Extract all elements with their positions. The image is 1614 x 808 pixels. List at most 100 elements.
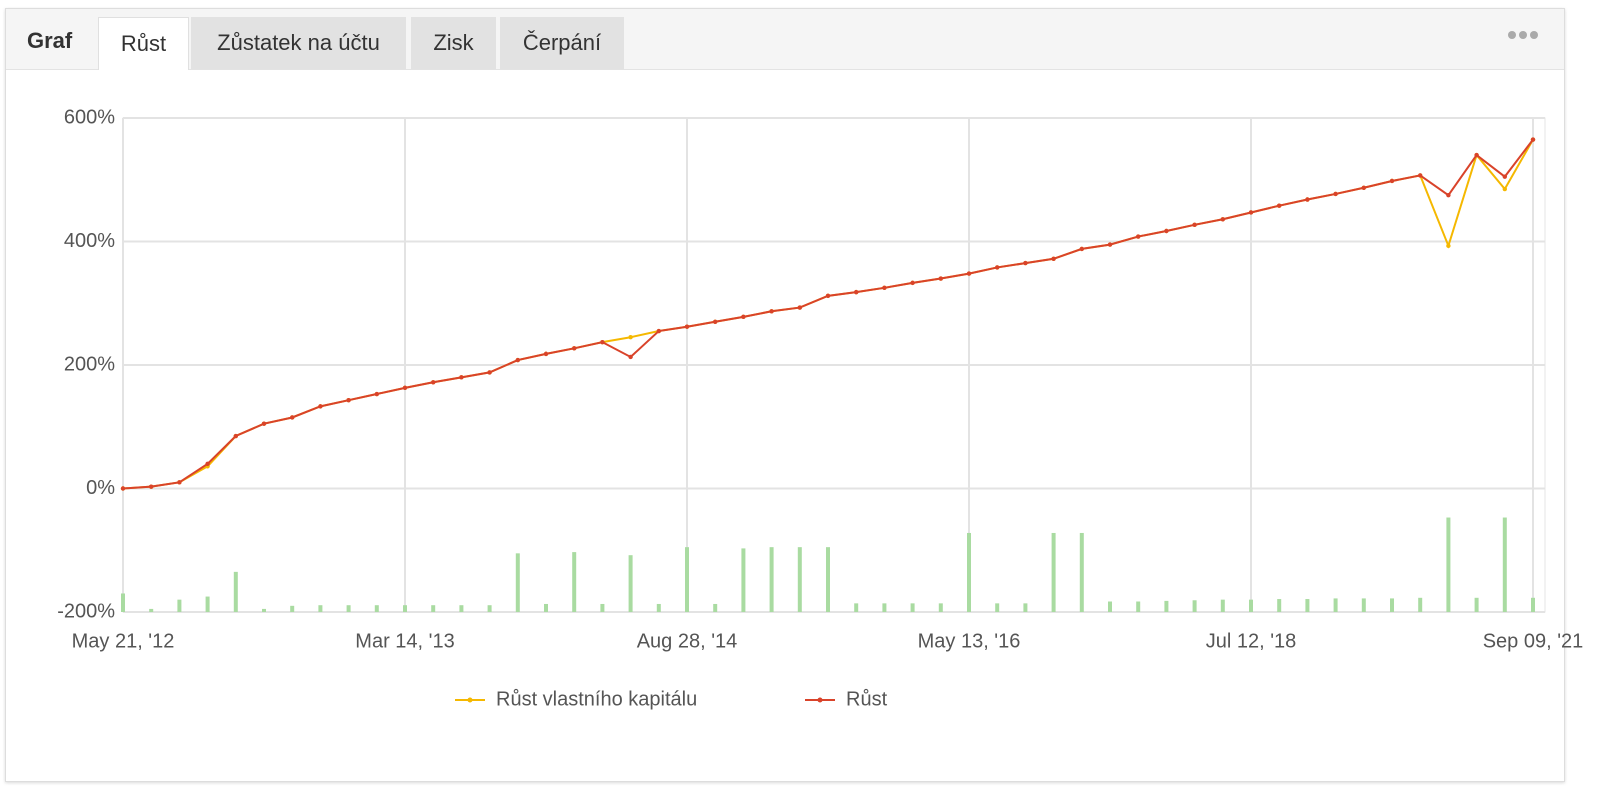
point [1023,260,1028,266]
x-tick-label: Mar 14, '13 [355,630,454,652]
point [1079,246,1085,252]
point [656,328,661,334]
bar [149,608,154,612]
bar [487,605,492,612]
bar [1277,599,1282,612]
x-tick-label: May 13, '16 [918,630,1021,652]
bar [1446,517,1451,612]
point [120,486,126,491]
point [572,346,577,351]
line [122,139,1534,490]
bar [515,553,520,612]
bar [1502,517,1507,612]
y-tick-label: 400% [64,230,115,252]
bar [910,603,915,612]
point [1530,137,1536,142]
point [1361,185,1367,190]
bar [205,596,210,612]
point [459,375,464,380]
point [628,335,633,340]
menu-icon[interactable] [1508,31,1538,39]
point [374,391,379,397]
bar [374,605,379,612]
legend-marker [817,697,823,703]
bar [685,547,689,612]
tab[interactable]: Zisk [411,17,496,69]
bar [403,605,407,612]
point [1164,228,1169,234]
bar [290,605,295,612]
point [346,397,351,403]
bar [346,605,351,612]
point [290,415,295,420]
bar [797,547,802,612]
y-tick-label: -200% [57,600,115,622]
bar [459,605,464,612]
point [233,433,238,439]
bar [1051,532,1056,612]
bar [938,603,943,612]
point [1446,243,1451,249]
legend-label: Růst [846,688,888,710]
bar [1333,598,1338,612]
tab[interactable]: Růst [98,17,189,70]
bar [882,603,887,612]
chart-card: Graf Růst Zůstatek na účtu Zisk Čerpání [5,8,1565,782]
point [684,324,690,329]
bar [1108,601,1112,612]
bar [572,552,577,612]
legend-label: Růst vlastního kapitálu [496,688,697,710]
y-tick-label: 600% [64,106,115,128]
bar [1531,597,1535,612]
point [1051,256,1056,261]
bar [769,547,774,612]
point [543,351,549,357]
bar [600,603,605,612]
bar [233,571,238,612]
tab[interactable]: Zůstatek na účtu [191,17,406,69]
point [1192,222,1197,228]
bar [431,605,436,612]
tabs-label: Graf [27,28,73,53]
point [1389,178,1395,184]
bar [854,603,859,612]
bar [1305,599,1310,612]
point [1446,192,1451,198]
tab-bar: Graf Růst Zůstatek na účtu Zisk Čerpání [6,9,1564,70]
bar [1361,598,1366,612]
point [854,289,859,295]
point [261,421,267,426]
bar [177,599,182,612]
tab[interactable]: Čerpání [500,17,624,69]
x-tick-label: Sep 09, '21 [1483,630,1584,652]
point [1220,217,1226,222]
point [825,293,831,299]
bar [826,547,830,612]
point [628,354,633,360]
point [995,265,1000,270]
point [1502,186,1508,192]
point [1502,174,1508,179]
point [402,385,408,391]
bar [1079,532,1084,612]
point [1277,203,1282,208]
bar [1192,600,1197,612]
bar [1164,600,1169,612]
point [1305,197,1310,202]
y-tick-label: 200% [64,353,115,375]
point [1418,173,1423,178]
bar [544,603,548,612]
point [882,285,887,291]
point [318,404,323,409]
bar [995,603,1000,612]
point [515,357,520,363]
bar [262,608,266,612]
legend-marker [467,697,473,703]
bar [741,548,746,612]
point [797,305,802,310]
bar [1418,597,1423,612]
point [205,461,210,466]
point [769,309,774,314]
point [1107,242,1113,247]
point [149,484,154,489]
